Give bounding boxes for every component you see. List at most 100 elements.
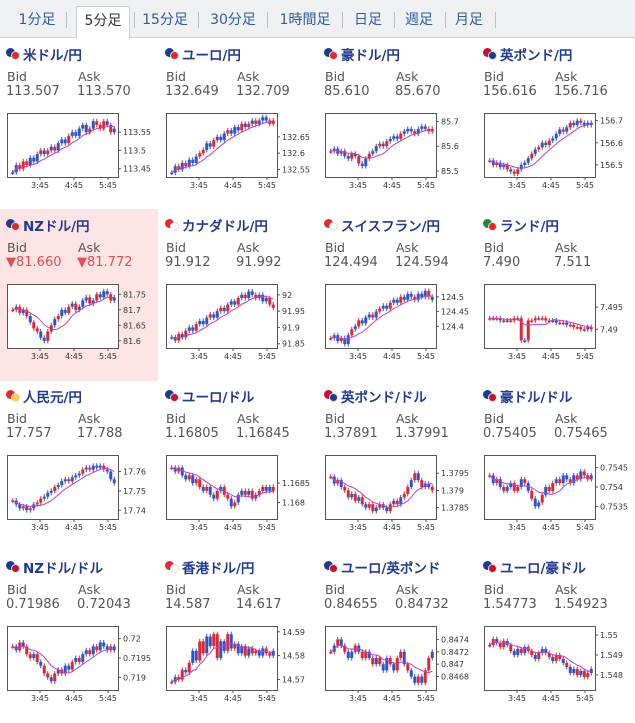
mini-chart[interactable]: 0.72 0.7195 0.719 3:45 4:45 5:45: [7, 626, 157, 714]
candle-body: [392, 500, 396, 505]
candle-body: [488, 160, 492, 162]
candle-body: [554, 133, 558, 139]
chart-frame: [7, 626, 119, 691]
pair-title[interactable]: 香港ドル/円: [165, 557, 254, 577]
mini-chart[interactable]: 113.55 113.5 113.45 3:45 4:45 5:45: [7, 113, 157, 201]
pair-name[interactable]: NZドル/ドル: [23, 561, 104, 577]
mini-chart[interactable]: 0.7545 0.754 0.7535 3:45 4:45 5:45: [484, 455, 634, 543]
pair-title[interactable]: 人民元/円: [6, 386, 82, 406]
x-tick-label: 3:45: [508, 694, 526, 703]
pair-title[interactable]: ユーロ/豪ドル: [483, 557, 586, 577]
pair-name[interactable]: スイスフラン/円: [341, 219, 441, 235]
rate-card[interactable]: NZドル/円 Bid Ask ▼81.660 ▼81.772 81.75 81.7 81.65…: [0, 209, 158, 381]
rate-card[interactable]: ランド/円 Bid Ask 7.490 7.511 7.495 7.49 3:45 4:45 5:…: [477, 209, 635, 381]
pair-name[interactable]: 豪ドル/円: [341, 48, 400, 64]
mini-chart[interactable]: 1.55 1.549 1.548 3:45 4:45 5:45: [484, 626, 634, 714]
pair-name[interactable]: 香港ドル/円: [182, 561, 255, 577]
rate-card[interactable]: ユーロ/豪ドル Bid Ask 1.54773 1.54923 1.55 1.549 1.54…: [477, 551, 635, 723]
rate-card[interactable]: 英ポンド/円 Bid Ask 156.616 156.716 156.7 156.6 156.…: [477, 38, 635, 210]
candle-body: [88, 128, 92, 133]
pair-title[interactable]: ユーロ/ドル: [165, 386, 254, 406]
rate-card[interactable]: 人民元/円 Bid Ask 17.757 17.788 17.76 17.75 17.74 3:…: [0, 380, 158, 552]
candle-body: [32, 157, 36, 162]
pair-name[interactable]: ユーロ/豪ドル: [500, 561, 586, 577]
rate-card[interactable]: ユーロ/円 Bid Ask 132.649 132.709 132.65 132.6 132.…: [159, 38, 317, 210]
moving-average-line: [171, 643, 274, 683]
rate-card[interactable]: 米ドル/円 Bid Ask 113.507 113.570 113.55 113.5 113.…: [0, 38, 158, 210]
tab-1min[interactable]: 1分足: [18, 12, 56, 28]
candle-body: [388, 302, 392, 309]
pair-title[interactable]: スイスフラン/円: [324, 215, 440, 235]
pair-name[interactable]: ユーロ/英ポンド: [341, 561, 441, 577]
pair-name[interactable]: カナダドル/円: [182, 219, 268, 235]
mini-chart[interactable]: 85.7 85.6 85.5 3:45 4:45 5:45: [325, 113, 475, 201]
rate-card[interactable]: NZドル/ドル Bid Ask 0.71986 0.72043 0.72 0.7195 0.7…: [0, 551, 158, 723]
rate-card[interactable]: スイスフラン/円 Bid Ask 124.494 124.594 124.5 124.45 1…: [318, 209, 476, 381]
pair-title[interactable]: ユーロ/英ポンド: [324, 557, 440, 577]
tab-weekly[interactable]: 週足: [405, 12, 433, 28]
pair-name[interactable]: NZドル/円: [23, 219, 90, 235]
candle-body: [49, 677, 53, 682]
mini-chart[interactable]: 132.65 132.6 132.55 3:45 4:45 5:45: [166, 113, 316, 201]
mini-chart[interactable]: 124.5 124.45 124.4 3:45 4:45 5:45: [325, 284, 475, 372]
pair-name[interactable]: 人民元/円: [23, 390, 82, 406]
rate-card[interactable]: 香港ドル/円 Bid Ask 14.587 14.617 14.59 14.58 14.57 3…: [159, 551, 317, 723]
rate-card[interactable]: ユーロ/英ポンド Bid Ask 0.84655 0.84732 0.8474 0.8472…: [318, 551, 476, 723]
candle-body: [102, 465, 106, 470]
tab-1hour[interactable]: 1時間足: [279, 12, 331, 28]
pair-title[interactable]: カナダドル/円: [165, 215, 268, 235]
mini-chart[interactable]: 1.1685 1.168 3:45 4:45 5:45: [166, 455, 316, 543]
rate-card[interactable]: 豪ドル/円 Bid Ask 85.610 85.670 85.7 85.6 85.5 3:45 4…: [318, 38, 476, 210]
candle-body: [180, 467, 184, 476]
pair-title[interactable]: NZドル/ドル: [6, 557, 103, 577]
pair-title[interactable]: 英ポンド/円: [483, 44, 572, 64]
pair-title[interactable]: 米ドル/円: [6, 44, 82, 64]
y-tick-label: 0.8474: [441, 635, 469, 644]
mini-chart[interactable]: 0.8474 0.8472 0.847 0.8468 3:45 4:45 5:45: [325, 626, 475, 714]
mini-chart[interactable]: 92 91.95 91.9 91.85 3:45 4:45 5:45: [166, 284, 316, 372]
candle-body: [112, 297, 116, 301]
candle-body: [540, 142, 544, 148]
pair-title[interactable]: ユーロ/円: [165, 44, 241, 64]
rate-card[interactable]: 豪ドル/ドル Bid Ask 0.75405 0.75465 0.7545 0.754 0.7…: [477, 380, 635, 552]
tab-30min[interactable]: 30分足: [210, 12, 256, 28]
pair-name[interactable]: ユーロ/円: [182, 48, 241, 64]
mini-chart[interactable]: 81.75 81.7 81.65 81.6 3:45 4:45 5:45: [7, 284, 157, 372]
tab-monthly[interactable]: 月足: [455, 12, 483, 28]
x-tick-label: 3:45: [508, 523, 526, 532]
pair-name[interactable]: 豪ドル/ドル: [500, 390, 573, 406]
pair-title[interactable]: ランド/円: [483, 215, 559, 235]
mini-chart[interactable]: 1.3795 1.379 1.3785 3:45 4:45 5:45: [325, 455, 475, 543]
mini-chart[interactable]: 7.495 7.49 3:45 4:45 5:45: [484, 284, 634, 372]
pair-title[interactable]: 豪ドル/ドル: [483, 386, 572, 406]
mini-chart[interactable]: 156.7 156.6 156.5 3:45 4:45 5:45: [484, 113, 634, 201]
candle-body: [35, 654, 39, 662]
candle-body: [353, 153, 357, 157]
candle-body: [385, 141, 389, 147]
pair-title[interactable]: NZドル/円: [6, 215, 90, 235]
candle-body: [102, 291, 106, 298]
ask-value: 0.84732: [395, 597, 449, 612]
ask-value: 1.54923: [554, 597, 608, 612]
tab-daily[interactable]: 日足: [354, 12, 382, 28]
mini-chart[interactable]: 14.59 14.58 14.57 3:45 4:45 5:45: [166, 626, 316, 714]
candle-body: [537, 147, 541, 150]
candle-body: [413, 473, 417, 481]
rate-card[interactable]: 英ポンド/ドル Bid Ask 1.37891 1.37991 1.3795 1.379 1.…: [318, 380, 476, 552]
tab-5min[interactable]: 5分足: [76, 6, 130, 39]
ask-value: 85.670: [395, 84, 441, 99]
pair-name[interactable]: 英ポンド/円: [500, 48, 573, 64]
pair-name[interactable]: ランド/円: [500, 219, 559, 235]
candle-body: [423, 290, 427, 297]
pair-name[interactable]: ユーロ/ドル: [182, 390, 255, 406]
x-tick-label: 5:45: [99, 181, 117, 190]
pair-title[interactable]: 豪ドル/円: [324, 44, 400, 64]
candle-body: [250, 291, 254, 295]
mini-chart[interactable]: 17.76 17.75 17.74 3:45 4:45 5:45: [7, 455, 157, 543]
pair-name[interactable]: 米ドル/円: [23, 48, 82, 64]
rate-card[interactable]: カナダドル/円 Bid Ask 91.912 91.992 92 91.95 91.9 91.8…: [159, 209, 317, 381]
tab-15min[interactable]: 15分足: [142, 12, 188, 28]
rate-card[interactable]: ユーロ/ドル Bid Ask 1.16805 1.16845 1.1685 1.168 3:4…: [159, 380, 317, 552]
pair-title[interactable]: 英ポンド/ドル: [324, 386, 427, 406]
pair-name[interactable]: 英ポンド/ドル: [341, 390, 427, 406]
